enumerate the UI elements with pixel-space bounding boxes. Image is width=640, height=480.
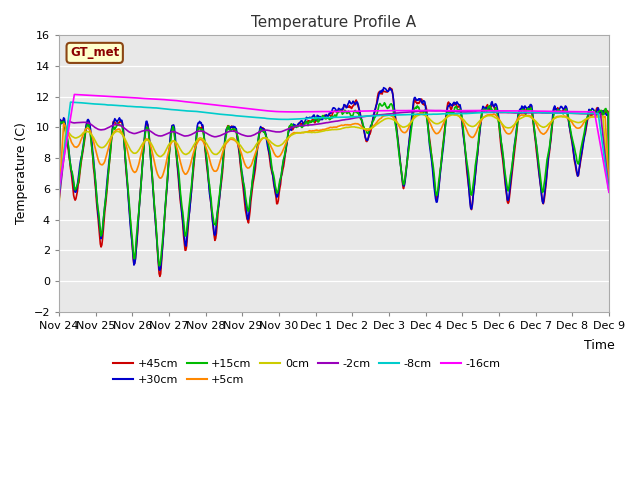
+5cm: [417, 110, 425, 116]
+30cm: [156, 267, 164, 273]
+45cm: [156, 274, 164, 279]
X-axis label: Time: Time: [584, 339, 614, 352]
Line: +45cm: +45cm: [59, 87, 609, 276]
+15cm: [156, 263, 163, 269]
+30cm: [556, 105, 564, 111]
-2cm: [605, 188, 612, 193]
+5cm: [200, 139, 207, 145]
-16cm: [55, 185, 63, 191]
-2cm: [200, 129, 207, 134]
+45cm: [326, 113, 334, 119]
Line: -8cm: -8cm: [59, 102, 609, 192]
+45cm: [55, 171, 63, 177]
-16cm: [70, 92, 78, 97]
+15cm: [326, 116, 334, 122]
-16cm: [605, 190, 612, 195]
-2cm: [556, 110, 563, 116]
+15cm: [435, 180, 442, 185]
0cm: [200, 137, 207, 143]
+15cm: [55, 172, 63, 178]
0cm: [556, 114, 563, 120]
-16cm: [326, 108, 334, 114]
-8cm: [200, 109, 208, 115]
+30cm: [380, 85, 387, 91]
-2cm: [176, 131, 184, 137]
-8cm: [556, 110, 563, 116]
-8cm: [67, 99, 74, 105]
+5cm: [556, 114, 563, 120]
Title: Temperature Profile A: Temperature Profile A: [252, 15, 417, 30]
+5cm: [379, 114, 387, 120]
-2cm: [326, 120, 333, 125]
0cm: [418, 111, 426, 117]
0cm: [605, 186, 612, 192]
-8cm: [326, 115, 334, 120]
+30cm: [177, 196, 184, 202]
+15cm: [177, 191, 184, 196]
+45cm: [386, 84, 394, 90]
Line: 0cm: 0cm: [59, 114, 609, 203]
+30cm: [55, 169, 63, 175]
+15cm: [605, 165, 612, 171]
-8cm: [380, 112, 387, 118]
+5cm: [326, 125, 333, 131]
0cm: [176, 145, 184, 151]
+15cm: [556, 109, 564, 115]
-8cm: [605, 189, 612, 195]
+45cm: [605, 167, 612, 173]
-16cm: [380, 108, 387, 114]
-2cm: [55, 196, 63, 202]
+30cm: [200, 134, 208, 140]
Line: +5cm: +5cm: [59, 113, 609, 200]
+45cm: [556, 109, 564, 115]
0cm: [434, 121, 442, 127]
-8cm: [434, 111, 442, 117]
-2cm: [379, 112, 387, 118]
+30cm: [435, 187, 442, 193]
+5cm: [605, 182, 612, 188]
-16cm: [556, 108, 563, 114]
+30cm: [381, 85, 388, 91]
+45cm: [435, 185, 442, 191]
-8cm: [177, 108, 184, 113]
+15cm: [200, 135, 208, 141]
0cm: [55, 200, 63, 205]
Legend: +45cm, +30cm, +15cm, +5cm, 0cm, -2cm, -8cm, -16cm: +45cm, +30cm, +15cm, +5cm, 0cm, -2cm, -8…: [108, 355, 504, 389]
-16cm: [434, 108, 442, 113]
Line: +30cm: +30cm: [59, 88, 609, 270]
Line: +15cm: +15cm: [59, 103, 609, 266]
0cm: [379, 118, 387, 123]
0cm: [326, 127, 333, 133]
+30cm: [326, 110, 334, 116]
+5cm: [55, 197, 63, 203]
+15cm: [380, 102, 387, 108]
Line: -2cm: -2cm: [59, 110, 609, 199]
+5cm: [434, 131, 442, 136]
-16cm: [200, 101, 208, 107]
+30cm: [605, 166, 612, 171]
Text: GT_met: GT_met: [70, 47, 119, 60]
+5cm: [176, 156, 184, 162]
-2cm: [434, 108, 442, 114]
+15cm: [381, 100, 388, 106]
Line: -16cm: -16cm: [59, 95, 609, 192]
+45cm: [200, 135, 208, 141]
-16cm: [177, 98, 184, 104]
Y-axis label: Temperature (C): Temperature (C): [15, 122, 28, 225]
-8cm: [55, 189, 63, 194]
-2cm: [424, 108, 432, 113]
+45cm: [177, 200, 184, 206]
+45cm: [380, 88, 387, 94]
